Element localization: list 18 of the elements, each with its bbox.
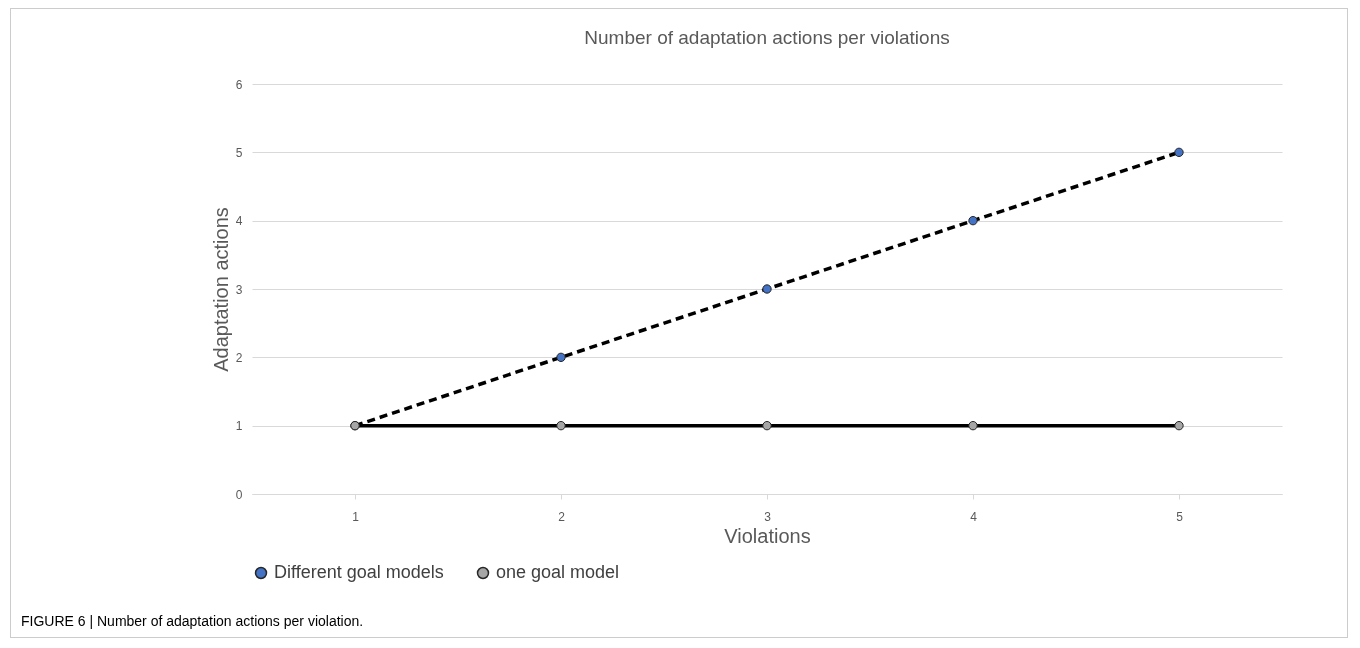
x-tick-label: 4 [970,509,978,524]
chart-title: Number of adaptation actions per violations [584,27,950,48]
y-tick-label: 4 [235,214,243,229]
y-tick-label: 2 [235,350,243,365]
y-tick-label: 1 [235,419,243,434]
y-tick-label: 6 [235,77,243,92]
y-tick-label: 0 [235,487,243,502]
x-tick-label: 5 [1176,509,1184,524]
x-tick-label: 1 [352,509,360,524]
x-tick-label: 2 [558,509,566,524]
legend-label: Different goal models [274,562,444,582]
legend-label: one goal model [496,562,620,582]
x-axis-title: Violations [724,524,811,547]
caption: FIGURE 6 | Number of adaptation actions per violation. [21,613,364,629]
y-tick-label: 3 [235,282,243,297]
x-tick-label: 3 [764,509,772,524]
y-tick-label: 5 [235,145,243,160]
y-axis-title: Adaptation actions [209,207,232,372]
